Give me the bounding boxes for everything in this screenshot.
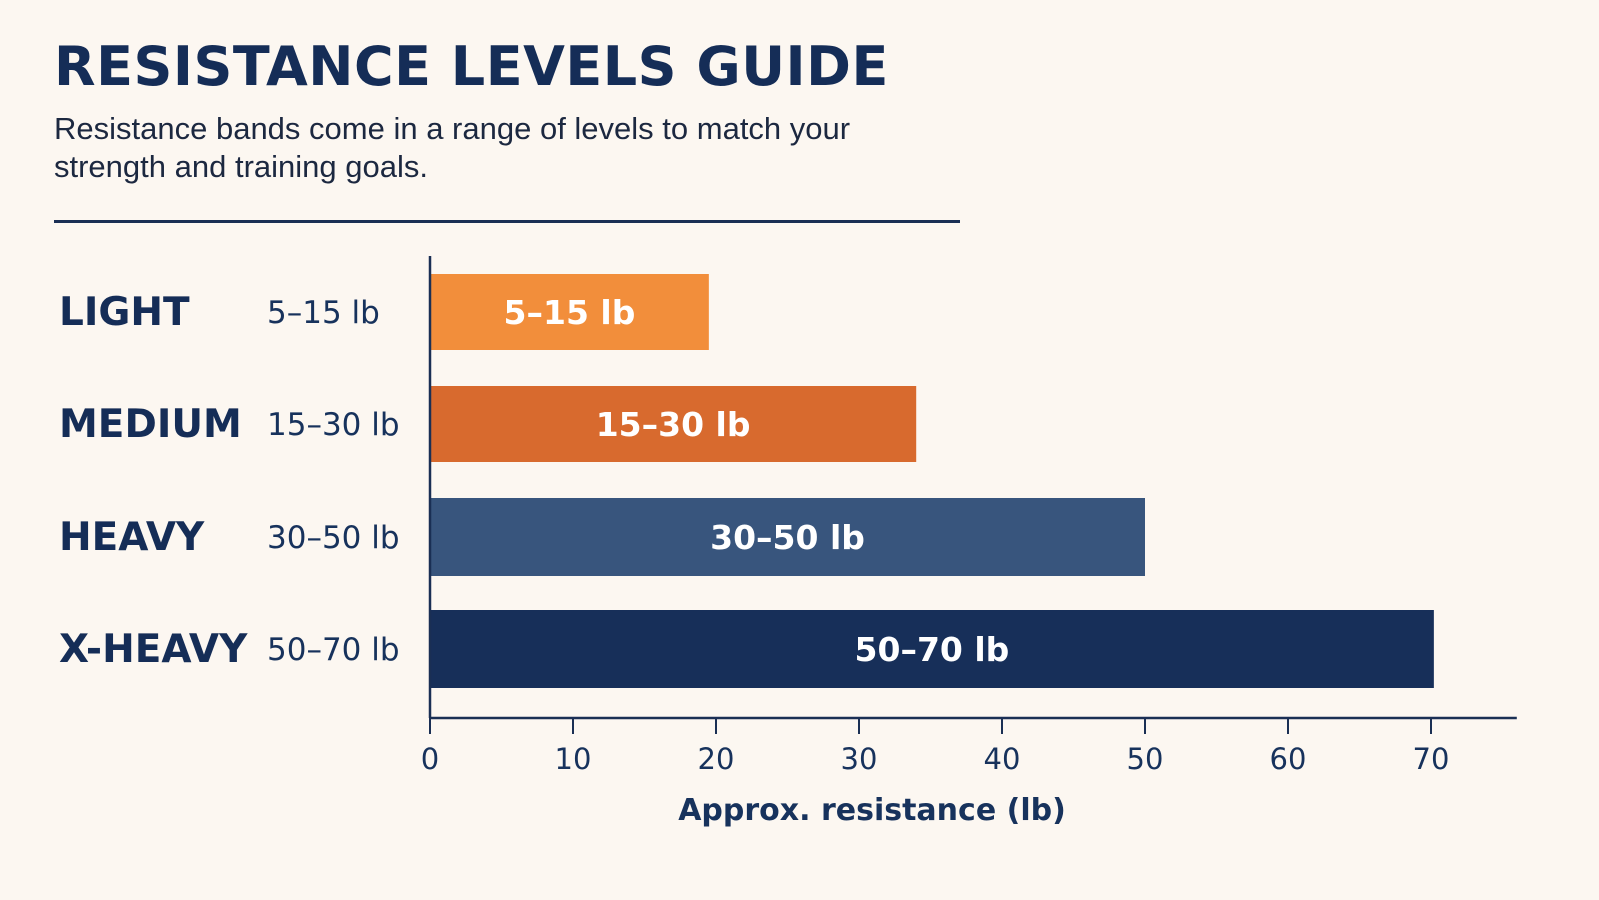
bar-medium xyxy=(430,386,917,462)
labels-layer: LIGHT 5–15 lb MEDIUM 15–30 lb HEAVY 30–50 lb X… xyxy=(59,290,400,672)
x-tick-label: 10 xyxy=(555,742,592,776)
bar-value-label: 5–15 lb xyxy=(504,293,636,332)
bar-heavy xyxy=(430,498,1145,576)
chart-title: RESISTANCE LEVELS GUIDE xyxy=(54,35,889,98)
x-tick-label: 20 xyxy=(698,742,735,776)
x-tick-label: 50 xyxy=(1127,742,1164,776)
x-tick-label: 30 xyxy=(841,742,878,776)
chart-subtitle: Resistance bands come in a range of leve… xyxy=(54,111,851,184)
bar-x-heavy xyxy=(430,610,1434,688)
category-label: MEDIUM xyxy=(59,402,242,447)
x-axis: 0 10 20 30 40 50 60 70 Approx. resistance (lb) xyxy=(421,256,1517,828)
x-tick-label: 40 xyxy=(984,742,1021,776)
range-label: 30–50 lb xyxy=(267,520,400,556)
header: RESISTANCE LEVELS GUIDE Resistance bands… xyxy=(54,40,954,186)
x-tick-label: 60 xyxy=(1270,742,1307,776)
category-label: LIGHT xyxy=(59,290,190,335)
range-label: 15–30 lb xyxy=(267,407,400,443)
bar-value-label: 30–50 lb xyxy=(710,518,865,557)
x-tick-label: 70 xyxy=(1413,742,1450,776)
range-label: 5–15 lb xyxy=(267,295,380,331)
category-label: X-HEAVY xyxy=(59,627,248,672)
range-label: 50–70 lb xyxy=(267,632,400,668)
category-label: HEAVY xyxy=(59,515,205,560)
bar-light xyxy=(430,274,709,350)
bar-value-label: 50–70 lb xyxy=(855,630,1010,669)
bar-value-label: 15–30 lb xyxy=(596,405,751,444)
title-divider xyxy=(54,220,960,223)
bars-layer: 5–15 lb 15–30 lb 30–50 lb 50–70 lb xyxy=(430,274,1434,688)
x-axis-title: Approx. resistance (lb) xyxy=(678,793,1066,828)
x-tick-label: 0 xyxy=(421,742,439,776)
